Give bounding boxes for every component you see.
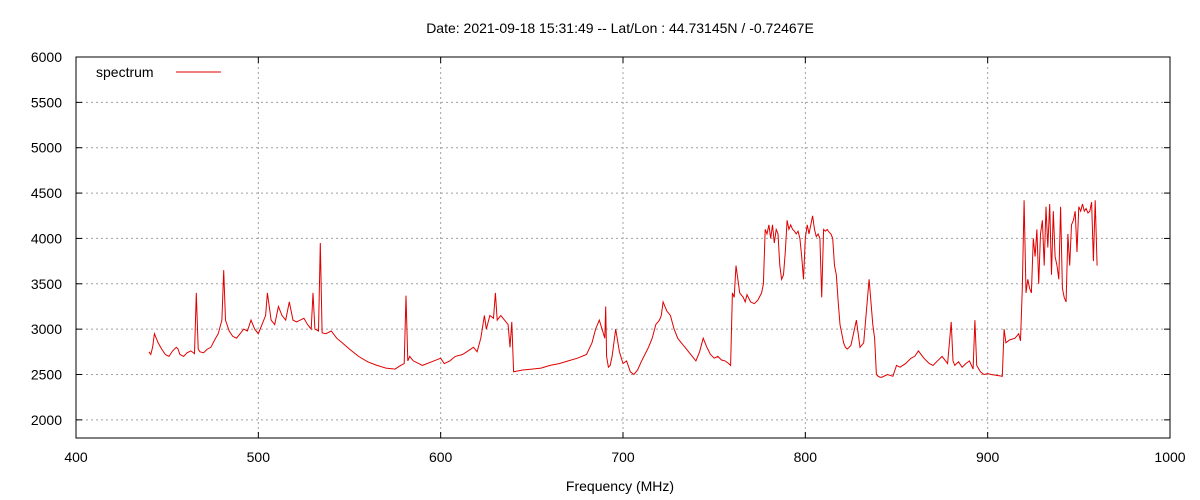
y-tick-label: 3000 — [31, 321, 62, 337]
x-tick-label: 600 — [429, 449, 453, 465]
series-line-spectrum — [148, 200, 1098, 378]
x-tick-label: 1000 — [1154, 449, 1185, 465]
grid-lines — [76, 57, 1170, 438]
x-tick-label: 400 — [64, 449, 88, 465]
chart-title: Date: 2021-09-18 15:31:49 -- Lat/Lon : 4… — [426, 20, 814, 36]
y-tick-label: 3500 — [31, 276, 62, 292]
y-tick-label: 2000 — [31, 412, 62, 428]
y-tick-label: 6000 — [31, 49, 62, 65]
x-tick-label: 700 — [611, 449, 635, 465]
plot-area — [148, 200, 1098, 378]
x-axis-label: Frequency (MHz) — [566, 478, 674, 494]
y-tick-label: 2500 — [31, 367, 62, 383]
legend-label-spectrum: spectrum — [96, 64, 154, 80]
y-tick-label: 5000 — [31, 140, 62, 156]
axis-ticks: 400 500 600 700 800 900 1000 2000 2500 3000 3500 40… — [31, 49, 1186, 465]
y-tick-label: 4500 — [31, 185, 62, 201]
x-tick-label: 800 — [794, 449, 818, 465]
legend: spectrum — [96, 64, 221, 80]
y-tick-label: 4000 — [31, 230, 62, 246]
x-tick-label: 900 — [976, 449, 1000, 465]
y-tick-label: 5500 — [31, 94, 62, 110]
x-tick-label: 500 — [247, 449, 271, 465]
